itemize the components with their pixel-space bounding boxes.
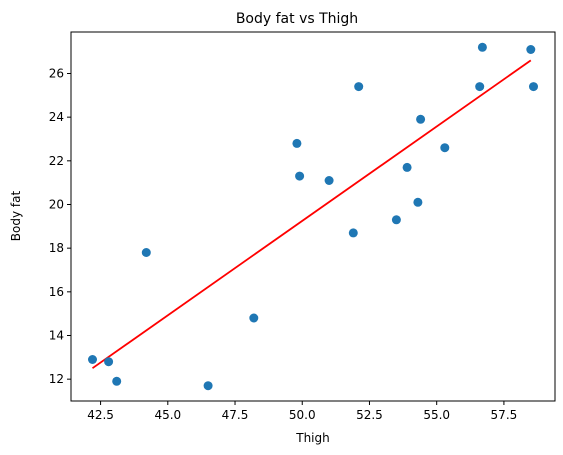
regression-line	[91, 59, 532, 369]
x-axis-ticks: 42.5 45.0 47.5 50.0 52.5 55.0 57.5	[87, 401, 517, 422]
plot-frame	[70, 31, 556, 402]
scatter-point	[348, 228, 358, 238]
y-axis-label: Body fat	[9, 191, 23, 242]
y-tick-label: 24	[49, 110, 64, 124]
scatter-point	[88, 355, 97, 364]
scatter-point	[141, 248, 151, 257]
x-tick-label: 57.5	[491, 408, 518, 422]
y-tick-label: 20	[49, 197, 64, 211]
y-tick-label: 26	[49, 66, 64, 80]
scatter-point	[295, 171, 305, 181]
x-tick-label: 50.0	[289, 408, 316, 422]
y-tick-label: 16	[49, 285, 64, 299]
y-tick-label: 18	[49, 241, 64, 255]
scatter-point	[440, 143, 450, 153]
scatter-point	[475, 82, 485, 92]
scatter-point	[416, 114, 426, 124]
y-axis-ticks: 12 14 16 18 20 22 24 26	[49, 66, 71, 386]
scatter-point	[104, 357, 114, 367]
scatter-point	[324, 176, 334, 185]
scatter-point	[526, 45, 536, 54]
x-tick-label: 47.5	[222, 408, 249, 422]
x-tick-label: 45.0	[154, 408, 181, 422]
plot-area	[88, 42, 538, 391]
scatter-point	[391, 215, 401, 225]
scatter-point	[413, 197, 423, 207]
scatter-point	[292, 138, 302, 148]
x-tick-label: 55.0	[423, 408, 450, 422]
scatter-point	[249, 313, 259, 323]
x-tick-label: 42.5	[87, 408, 114, 422]
scatter-point	[112, 376, 122, 386]
x-tick-label: 52.5	[356, 408, 383, 422]
y-tick-label: 22	[49, 154, 64, 168]
y-tick-label: 12	[49, 372, 64, 386]
scatter-point	[402, 162, 412, 172]
scatter-point	[529, 82, 538, 92]
scatter-point	[203, 381, 213, 391]
y-tick-label: 14	[49, 328, 64, 342]
regression-line-layer	[91, 59, 532, 369]
scatter-point	[477, 42, 487, 52]
x-axis-label: Thigh	[295, 431, 330, 445]
scatter-points-layer	[88, 42, 538, 391]
scatter-point	[354, 82, 364, 92]
chart-title: Body fat vs Thigh	[236, 11, 358, 27]
